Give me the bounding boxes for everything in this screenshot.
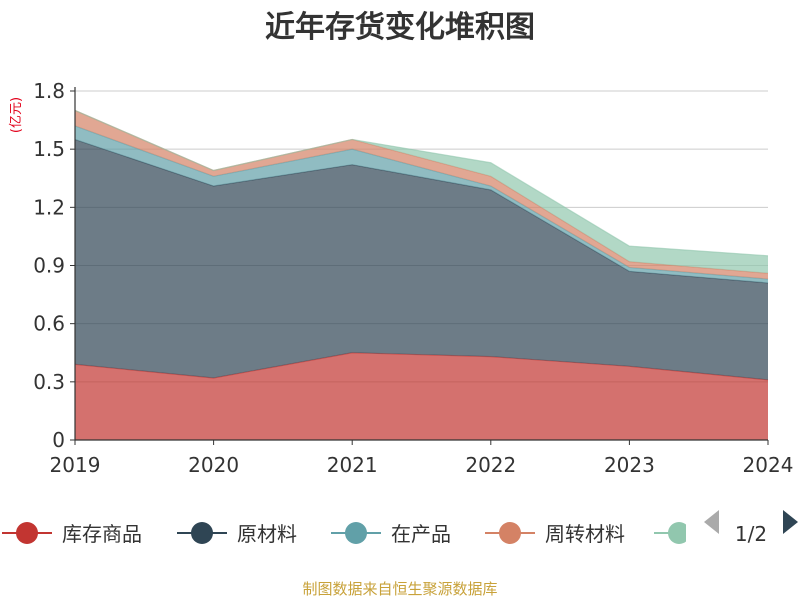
area-series-0 <box>75 352 768 440</box>
y-tick-label: 0.3 <box>33 370 65 394</box>
legend: 库存商品 原材料 在产品 周转材料 <box>2 522 704 546</box>
chart-title: 近年存货变化堆积图 <box>265 10 535 45</box>
legend-marker <box>499 522 521 544</box>
y-tick-label: 1.2 <box>33 195 65 219</box>
series-line-4 <box>74 109 769 257</box>
legend-prev-page-icon[interactable] <box>704 510 719 534</box>
y-tick-label: 0.6 <box>33 312 65 336</box>
legend-label: 在产品 <box>391 522 451 546</box>
y-tick-label: 0.9 <box>33 254 65 278</box>
legend-page-indicator: 1/2 <box>735 522 767 546</box>
y-axis-unit-label: (亿元) <box>9 97 24 133</box>
legend-marker <box>191 522 213 544</box>
x-tick-label: 2019 <box>50 453 101 477</box>
y-tick-label: 0 <box>52 428 65 452</box>
legend-next-page-icon[interactable] <box>783 510 798 534</box>
x-tick-label: 2024 <box>743 453 794 477</box>
legend-marker <box>668 522 686 544</box>
legend-item-4[interactable] <box>654 522 704 544</box>
x-tick-label: 2020 <box>188 453 239 477</box>
x-tick-label: 2022 <box>465 453 516 477</box>
axes: 0 0.3 0.6 0.9 1.2 1.5 1.8 2019 2020 2021 2022 2023 2… <box>33 79 793 477</box>
legend-item-3[interactable]: 周转材料 <box>485 522 625 546</box>
legend-pager: 1/2 <box>704 510 798 546</box>
legend-marker <box>345 522 367 544</box>
legend-item-0[interactable]: 库存商品 <box>2 522 142 546</box>
legend-label: 库存商品 <box>62 522 142 546</box>
legend-marker <box>16 522 38 544</box>
legend-label: 周转材料 <box>545 522 625 546</box>
legend-label: 原材料 <box>237 522 297 546</box>
area-series <box>74 109 769 440</box>
legend-item-2[interactable]: 在产品 <box>331 522 451 546</box>
x-tick-label: 2021 <box>327 453 378 477</box>
y-tick-label: 1.5 <box>33 137 65 161</box>
legend-item-1[interactable]: 原材料 <box>177 522 297 546</box>
x-tick-label: 2023 <box>604 453 655 477</box>
area-series-4 <box>75 110 768 274</box>
legend-items: 库存商品 原材料 在产品 周转材料 <box>2 522 704 546</box>
data-source-note: 制图数据来自恒生聚源数据库 <box>302 580 497 598</box>
area-series-1 <box>75 139 768 380</box>
y-tick-label: 1.8 <box>33 79 65 103</box>
